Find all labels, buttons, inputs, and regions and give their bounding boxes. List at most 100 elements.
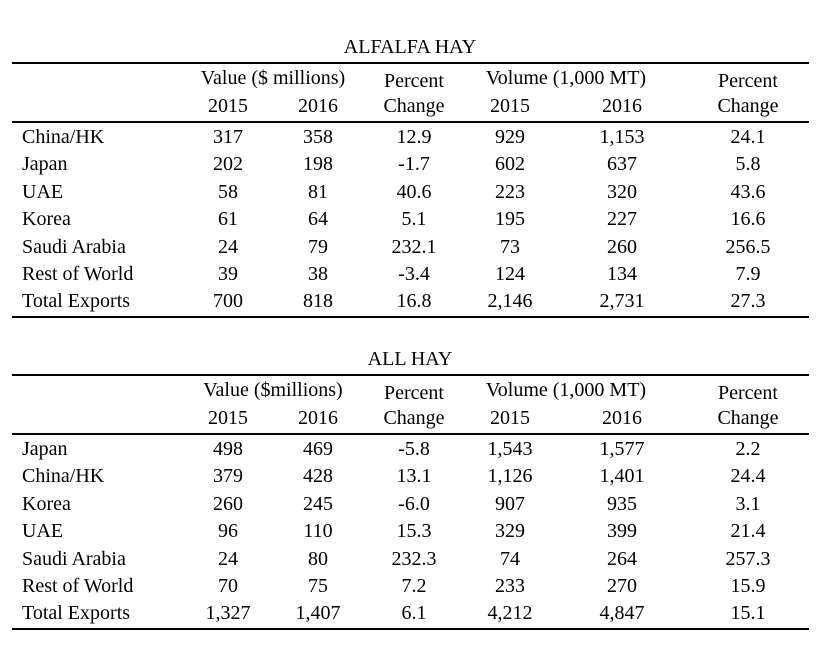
cell: 1,401 [599,465,645,488]
cell: 81 [308,180,328,203]
cell: 195 [495,208,525,231]
cell: 110 [303,520,333,543]
cell: 16.8 [396,290,432,313]
column-header: Change [717,407,779,429]
cell: 75 [308,575,328,597]
cell: 935 [607,492,637,515]
row-label: UAE [22,520,64,543]
cell: 317 [213,126,243,148]
cell: 96 [218,520,238,543]
cell: 70 [218,575,238,597]
cell: 202 [213,153,243,176]
cell: 24 [218,235,238,258]
cell: -3.4 [398,263,430,285]
column-header: 2015 [208,95,248,117]
row-label: China/HK [22,465,105,488]
cell: 260 [607,235,637,258]
cell: 64 [308,208,328,231]
cell: 12.9 [396,126,432,148]
cell: 7.2 [401,575,427,597]
rule [12,62,809,64]
cell: 700 [213,290,243,313]
cell: 379 [213,465,243,488]
cell: 124 [495,263,525,285]
cell: 428 [303,465,333,488]
row-label: Saudi Arabia [22,547,126,570]
cell: -6.0 [398,492,430,515]
cell: 498 [213,438,243,460]
column-group-header: Volume (1,000 MT) [485,379,647,401]
column-group-header: Percent [718,382,778,404]
cell: 80 [308,547,328,570]
cell: 245 [303,492,333,515]
cell: 73 [500,235,520,258]
column-group-header: Value ($ millions) [200,67,346,89]
column-group-header: Value ($millions) [203,379,343,401]
cell: 13.1 [396,465,432,488]
rule [12,316,809,318]
cell: 16.6 [730,208,766,231]
column-header: 2016 [298,95,338,117]
row-label: UAE [22,180,64,203]
rule [12,374,809,376]
cell: -5.8 [398,438,430,460]
cell: 79 [308,235,328,258]
cell: 2,146 [487,290,533,313]
rule [12,121,809,123]
cell: 21.4 [730,520,766,543]
cell: 15.9 [730,575,766,597]
cell: 5.8 [735,153,761,176]
cell: 198 [303,153,333,176]
cell: 4,212 [487,602,533,625]
cell: 818 [303,290,333,313]
cell: 257.3 [725,547,771,570]
cell: 227 [607,208,637,231]
cell: 223 [495,180,525,203]
cell: 907 [495,492,525,515]
cell: 260 [213,492,243,515]
cell: 24 [218,547,238,570]
cell: 1,407 [295,602,341,625]
cell: 256.5 [725,235,771,258]
column-header: Change [383,407,445,429]
cell: 38 [308,263,328,285]
row-label: Saudi Arabia [22,235,126,258]
cell: 469 [303,438,333,460]
column-header: Change [717,95,779,117]
row-label: Total Exports [22,602,131,625]
column-header: 2015 [208,407,248,429]
row-label: China/HK [22,126,105,148]
cell: 232.3 [391,547,437,570]
cell: 39 [218,263,238,285]
column-header: 2016 [602,407,642,429]
cell: 320 [607,180,637,203]
cell: 61 [218,208,238,231]
cell: 399 [607,520,637,543]
row-label: Japan [22,153,68,176]
cell: 40.6 [396,180,432,203]
row-label: Rest of World [22,263,134,285]
cell: -1.7 [398,153,430,176]
column-group-header: Percent [384,382,444,404]
cell: 15.3 [396,520,432,543]
cell: 358 [303,126,333,148]
cell: 2.2 [735,438,761,460]
rule [12,628,809,630]
cell: 74 [500,547,520,570]
rule [12,433,809,435]
table-title: ALL HAY [367,348,453,370]
cell: 2,731 [599,290,645,313]
cell: 329 [495,520,525,543]
cell: 1,327 [205,602,251,625]
cell: 929 [495,126,525,148]
cell: 15.1 [730,602,766,625]
cell: 5.1 [401,208,427,231]
column-header: 2015 [490,407,530,429]
cell: 1,153 [599,126,645,148]
column-header: 2015 [490,95,530,117]
table-title: ALFALFA HAY [343,36,477,58]
cell: 27.3 [730,290,766,313]
cell: 4,847 [599,602,645,625]
row-label: Rest of World [22,575,134,597]
